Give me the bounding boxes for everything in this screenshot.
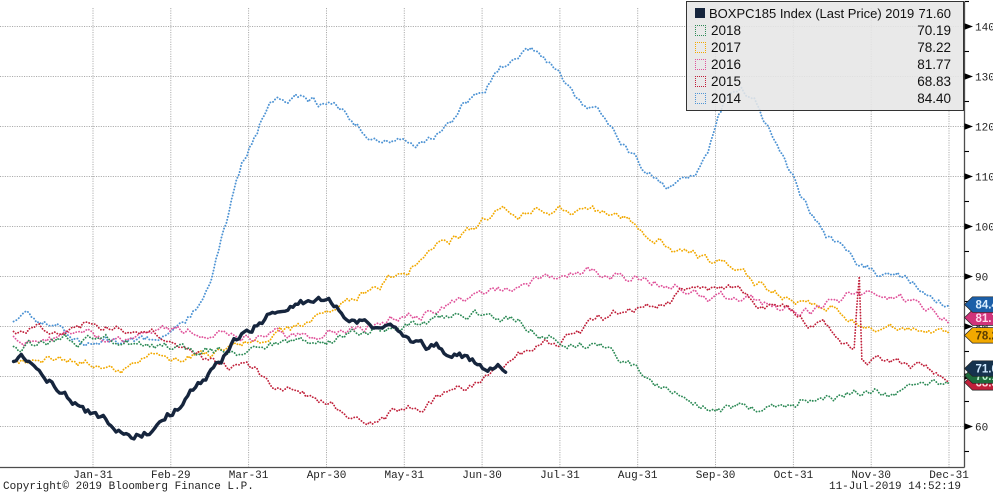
svg-text:Apr-30: Apr-30 bbox=[307, 470, 347, 482]
svg-text:Jun-30: Jun-30 bbox=[462, 470, 502, 482]
svg-text:130: 130 bbox=[975, 73, 993, 85]
svg-text:140: 140 bbox=[975, 23, 993, 35]
svg-text:Copyright© 2019 Bloomberg Fina: Copyright© 2019 Bloomberg Finance L.P. bbox=[3, 481, 254, 493]
svg-text:Aug-31: Aug-31 bbox=[618, 470, 658, 482]
svg-text:11-Jul-2019 14:52:19: 11-Jul-2019 14:52:19 bbox=[829, 481, 961, 493]
svg-text:78.22: 78.22 bbox=[976, 331, 993, 343]
svg-text:60: 60 bbox=[975, 423, 988, 435]
svg-text:81.77: 81.77 bbox=[976, 313, 993, 325]
svg-text:84.40: 84.40 bbox=[976, 300, 993, 312]
svg-text:90: 90 bbox=[975, 273, 988, 285]
svg-text:Oct-31: Oct-31 bbox=[774, 470, 814, 482]
svg-text:110: 110 bbox=[975, 173, 993, 185]
svg-text:120: 120 bbox=[975, 123, 993, 135]
svg-text:Jul-31: Jul-31 bbox=[540, 470, 580, 482]
svg-text:Sep-30: Sep-30 bbox=[696, 470, 736, 482]
svg-text:100: 100 bbox=[975, 223, 993, 235]
svg-text:71.60: 71.60 bbox=[976, 364, 993, 376]
svg-text:May-31: May-31 bbox=[384, 470, 424, 482]
